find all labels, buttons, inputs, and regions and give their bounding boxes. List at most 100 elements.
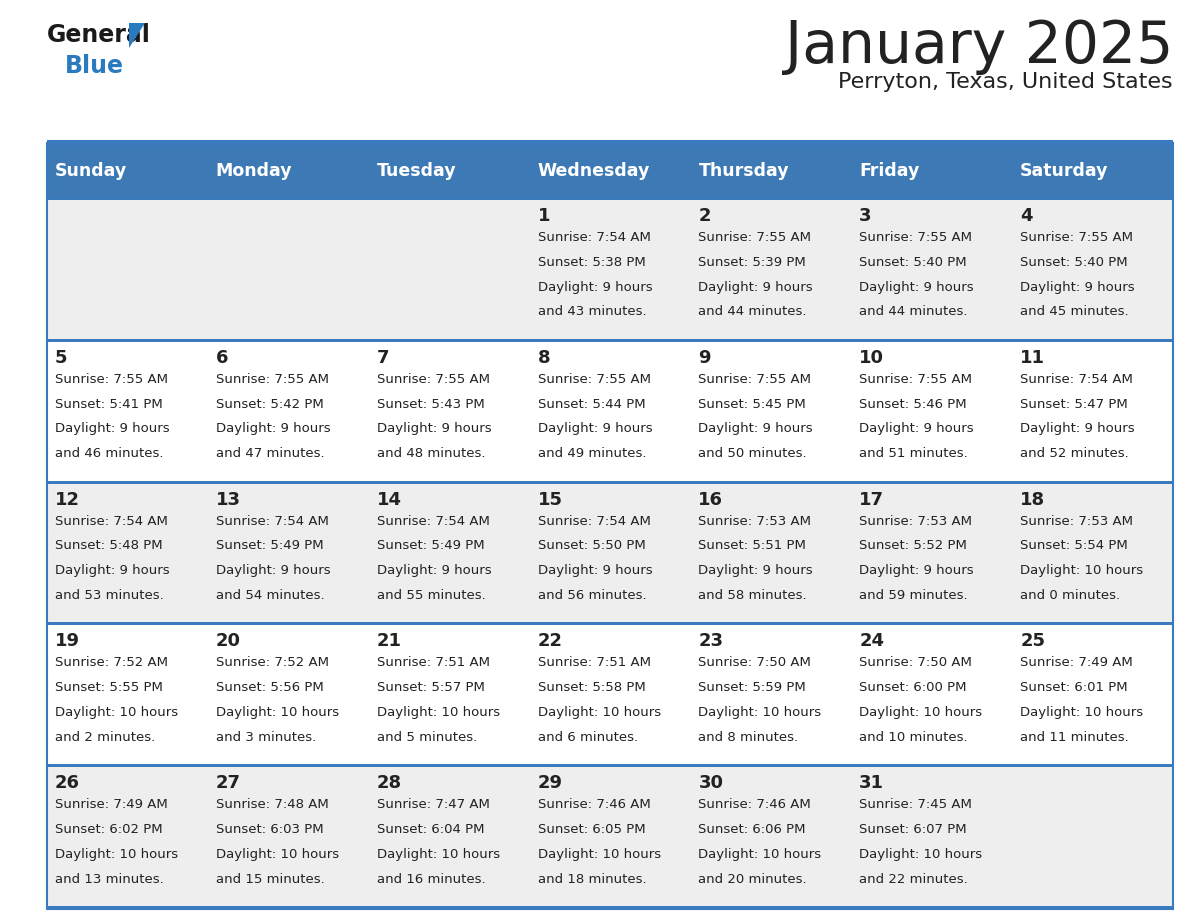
- Text: Saturday: Saturday: [1020, 162, 1108, 180]
- Text: 8: 8: [538, 349, 550, 367]
- Text: Sunrise: 7:54 AM: Sunrise: 7:54 AM: [216, 515, 329, 528]
- Bar: [48, 339, 1173, 341]
- Text: Sunrise: 7:46 AM: Sunrise: 7:46 AM: [538, 799, 650, 812]
- Text: 25: 25: [1020, 633, 1045, 650]
- Text: Daylight: 9 hours: Daylight: 9 hours: [55, 422, 170, 435]
- Text: Sunrise: 7:46 AM: Sunrise: 7:46 AM: [699, 799, 811, 812]
- Bar: [48, 906, 1173, 909]
- Text: Sunrise: 7:55 AM: Sunrise: 7:55 AM: [1020, 231, 1133, 244]
- Text: 28: 28: [377, 774, 402, 792]
- Text: Daylight: 10 hours: Daylight: 10 hours: [538, 706, 661, 719]
- Text: and 3 minutes.: and 3 minutes.: [216, 731, 316, 744]
- Text: Daylight: 9 hours: Daylight: 9 hours: [859, 422, 974, 435]
- Text: Daylight: 10 hours: Daylight: 10 hours: [377, 706, 500, 719]
- Text: 5: 5: [55, 349, 68, 367]
- Text: Sunrise: 7:47 AM: Sunrise: 7:47 AM: [377, 799, 489, 812]
- Text: Sunset: 6:06 PM: Sunset: 6:06 PM: [699, 823, 805, 836]
- Text: Sunrise: 7:48 AM: Sunrise: 7:48 AM: [216, 799, 329, 812]
- Text: and 52 minutes.: and 52 minutes.: [1020, 447, 1129, 460]
- Text: and 46 minutes.: and 46 minutes.: [55, 447, 164, 460]
- Polygon shape: [129, 23, 145, 48]
- Text: and 0 minutes.: and 0 minutes.: [1020, 589, 1120, 602]
- Text: 19: 19: [55, 633, 80, 650]
- Text: 20: 20: [216, 633, 241, 650]
- Bar: [48, 197, 1173, 200]
- Text: 30: 30: [699, 774, 723, 792]
- Text: Sunrise: 7:52 AM: Sunrise: 7:52 AM: [216, 656, 329, 669]
- Text: 13: 13: [216, 490, 241, 509]
- Text: Sunset: 5:40 PM: Sunset: 5:40 PM: [859, 256, 967, 269]
- Text: Sunset: 5:55 PM: Sunset: 5:55 PM: [55, 681, 163, 694]
- Text: Sunset: 5:41 PM: Sunset: 5:41 PM: [55, 397, 163, 410]
- Text: 6: 6: [216, 349, 228, 367]
- Text: Sunrise: 7:53 AM: Sunrise: 7:53 AM: [859, 515, 972, 528]
- Text: Sunset: 5:48 PM: Sunset: 5:48 PM: [55, 540, 163, 553]
- Text: Sunset: 5:58 PM: Sunset: 5:58 PM: [538, 681, 645, 694]
- Text: Daylight: 9 hours: Daylight: 9 hours: [859, 281, 974, 294]
- Text: Daylight: 9 hours: Daylight: 9 hours: [1020, 422, 1135, 435]
- Bar: [48, 145, 1173, 197]
- Text: Sunset: 6:02 PM: Sunset: 6:02 PM: [55, 823, 163, 836]
- Text: Sunset: 5:45 PM: Sunset: 5:45 PM: [699, 397, 807, 410]
- Text: Sunset: 5:51 PM: Sunset: 5:51 PM: [699, 540, 807, 553]
- Text: Sunrise: 7:55 AM: Sunrise: 7:55 AM: [859, 373, 972, 386]
- Text: Sunrise: 7:55 AM: Sunrise: 7:55 AM: [216, 373, 329, 386]
- Text: Sunrise: 7:55 AM: Sunrise: 7:55 AM: [538, 373, 651, 386]
- Text: Daylight: 10 hours: Daylight: 10 hours: [216, 706, 339, 719]
- Text: Daylight: 10 hours: Daylight: 10 hours: [1020, 565, 1143, 577]
- Text: Daylight: 9 hours: Daylight: 9 hours: [377, 422, 492, 435]
- Text: and 50 minutes.: and 50 minutes.: [699, 447, 807, 460]
- Bar: [48, 143, 1173, 909]
- Text: and 11 minutes.: and 11 minutes.: [1020, 731, 1129, 744]
- Text: Sunrise: 7:54 AM: Sunrise: 7:54 AM: [1020, 373, 1133, 386]
- Text: Sunset: 5:42 PM: Sunset: 5:42 PM: [216, 397, 323, 410]
- Text: Sunset: 6:05 PM: Sunset: 6:05 PM: [538, 823, 645, 836]
- Bar: [48, 622, 1173, 625]
- Text: and 56 minutes.: and 56 minutes.: [538, 589, 646, 602]
- Text: and 51 minutes.: and 51 minutes.: [859, 447, 968, 460]
- Text: Sunset: 6:00 PM: Sunset: 6:00 PM: [859, 681, 967, 694]
- Text: and 44 minutes.: and 44 minutes.: [859, 306, 968, 319]
- Text: Sunrise: 7:55 AM: Sunrise: 7:55 AM: [699, 373, 811, 386]
- Text: Sunset: 5:56 PM: Sunset: 5:56 PM: [216, 681, 323, 694]
- Text: and 5 minutes.: and 5 minutes.: [377, 731, 476, 744]
- Text: Daylight: 10 hours: Daylight: 10 hours: [216, 848, 339, 861]
- Text: January 2025: January 2025: [784, 18, 1173, 75]
- Text: 21: 21: [377, 633, 402, 650]
- Text: Sunrise: 7:50 AM: Sunrise: 7:50 AM: [859, 656, 972, 669]
- Text: and 47 minutes.: and 47 minutes.: [216, 447, 324, 460]
- Text: and 43 minutes.: and 43 minutes.: [538, 306, 646, 319]
- Bar: [48, 200, 1173, 339]
- Text: Sunrise: 7:55 AM: Sunrise: 7:55 AM: [55, 373, 168, 386]
- Text: Daylight: 10 hours: Daylight: 10 hours: [699, 706, 822, 719]
- Text: Perryton, Texas, United States: Perryton, Texas, United States: [839, 72, 1173, 92]
- Text: Sunset: 5:50 PM: Sunset: 5:50 PM: [538, 540, 645, 553]
- Text: Daylight: 9 hours: Daylight: 9 hours: [859, 565, 974, 577]
- Text: Tuesday: Tuesday: [377, 162, 456, 180]
- Text: Sunrise: 7:51 AM: Sunrise: 7:51 AM: [538, 656, 651, 669]
- Text: Sunset: 5:47 PM: Sunset: 5:47 PM: [1020, 397, 1127, 410]
- Text: 1: 1: [538, 207, 550, 225]
- Text: Daylight: 9 hours: Daylight: 9 hours: [216, 422, 330, 435]
- Text: 31: 31: [859, 774, 884, 792]
- Text: 15: 15: [538, 490, 563, 509]
- Text: and 18 minutes.: and 18 minutes.: [538, 873, 646, 886]
- Text: Daylight: 10 hours: Daylight: 10 hours: [859, 848, 982, 861]
- Text: Sunrise: 7:51 AM: Sunrise: 7:51 AM: [377, 656, 489, 669]
- Text: Sunrise: 7:49 AM: Sunrise: 7:49 AM: [55, 799, 168, 812]
- Bar: [48, 481, 1173, 484]
- Text: Sunset: 5:40 PM: Sunset: 5:40 PM: [1020, 256, 1127, 269]
- Text: Wednesday: Wednesday: [538, 162, 650, 180]
- Text: Monday: Monday: [216, 162, 292, 180]
- Text: Sunrise: 7:54 AM: Sunrise: 7:54 AM: [377, 515, 489, 528]
- Text: and 59 minutes.: and 59 minutes.: [859, 589, 968, 602]
- Text: Sunset: 5:54 PM: Sunset: 5:54 PM: [1020, 540, 1127, 553]
- Text: Daylight: 10 hours: Daylight: 10 hours: [859, 706, 982, 719]
- Text: Sunrise: 7:55 AM: Sunrise: 7:55 AM: [377, 373, 489, 386]
- Text: Sunset: 6:01 PM: Sunset: 6:01 PM: [1020, 681, 1127, 694]
- Text: and 16 minutes.: and 16 minutes.: [377, 873, 486, 886]
- Text: 12: 12: [55, 490, 80, 509]
- Text: 7: 7: [377, 349, 390, 367]
- Text: Sunrise: 7:54 AM: Sunrise: 7:54 AM: [55, 515, 168, 528]
- Bar: [48, 767, 1173, 906]
